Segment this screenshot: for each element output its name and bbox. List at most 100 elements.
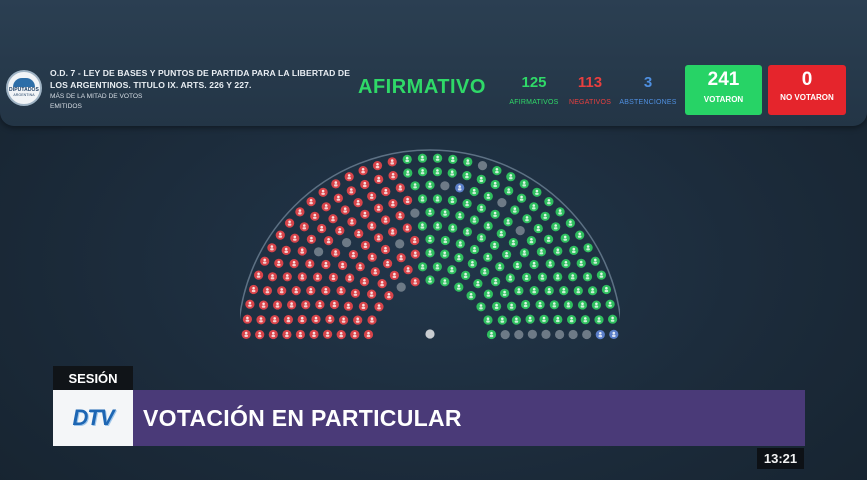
- seat-affirmative: [483, 252, 493, 262]
- seat-affirmative: [555, 207, 565, 217]
- seat-negative: [388, 227, 398, 237]
- seat-negative: [260, 256, 270, 266]
- seat-negative: [325, 314, 335, 324]
- broadcast-clock: 13:21: [757, 448, 804, 469]
- seat-affirmative: [506, 172, 516, 182]
- seat-affirmative: [591, 300, 601, 310]
- seat-affirmative: [469, 186, 479, 197]
- seat-absent: [514, 330, 524, 340]
- seat-negative: [383, 259, 393, 269]
- seat-negative: [328, 214, 338, 224]
- seat-affirmative: [496, 229, 506, 239]
- seat-affirmative: [544, 234, 554, 244]
- negative-value: 113: [577, 74, 603, 91]
- seat-affirmative: [590, 256, 600, 266]
- seat-affirmative: [425, 180, 435, 190]
- seat-negative: [315, 300, 325, 310]
- bill-title: O.D. 7 - LEY DE BASES Y PUNTOS DE PARTID…: [50, 68, 351, 90]
- seat-affirmative: [503, 217, 513, 227]
- seat-affirmative: [544, 286, 554, 296]
- seat-affirmative: [514, 286, 524, 296]
- seat-affirmative: [483, 191, 493, 201]
- seat-negative: [339, 315, 349, 325]
- seat-negative: [285, 218, 295, 228]
- seat-absent: [396, 282, 406, 292]
- abstention-count: 3 ABSTENCIONES: [613, 74, 683, 106]
- seat-affirmative: [529, 259, 539, 270]
- lower-third-headline: VOTACIÓN EN PARTICULAR: [143, 405, 462, 431]
- seat-affirmative: [561, 259, 571, 269]
- seat-absent: [497, 198, 507, 208]
- seat-affirmative: [432, 194, 443, 204]
- seat-affirmative: [565, 218, 575, 228]
- seat-affirmative: [447, 195, 457, 205]
- seat-affirmative: [454, 253, 464, 263]
- seat-affirmative: [483, 289, 493, 299]
- seat-affirmative: [462, 171, 472, 181]
- negative-count: 113 NEGATIVOS: [555, 74, 625, 106]
- seat-affirmative: [504, 186, 514, 196]
- seat-absent: [582, 329, 592, 340]
- seat-affirmative: [522, 214, 532, 224]
- seat-affirmative: [553, 314, 563, 325]
- seat-absent: [555, 329, 565, 340]
- seat-affirmative: [521, 299, 531, 310]
- seat-affirmative: [605, 299, 615, 309]
- lower-third-bar: DTV VOTACIÓN EN PARTICULAR: [53, 390, 805, 446]
- seat-affirmative: [490, 179, 500, 190]
- seat-negative: [358, 301, 368, 311]
- seat-negative: [313, 272, 323, 282]
- seat-affirmative: [553, 246, 563, 256]
- chamber-hemicycle: [240, 149, 620, 340]
- seat-affirmative: [500, 288, 510, 298]
- seat-president: [425, 329, 435, 339]
- seat-affirmative: [467, 259, 477, 269]
- seat-negative: [374, 233, 384, 243]
- hemicycle-outline: [240, 149, 620, 321]
- seat-negative: [367, 221, 377, 231]
- seat-affirmative: [480, 267, 490, 277]
- seat-negative: [347, 217, 357, 227]
- seat-affirmative: [551, 222, 561, 232]
- seat-negative: [388, 199, 398, 209]
- seat-affirmative: [525, 314, 535, 324]
- seat-negative: [291, 286, 301, 296]
- seat-affirmative: [417, 221, 427, 231]
- voted-label: VOTARON: [703, 95, 744, 104]
- seat-negative: [403, 195, 413, 205]
- seat-affirmative: [537, 272, 547, 282]
- seat-negative: [410, 235, 420, 246]
- seat-negative: [358, 166, 368, 176]
- seat-negative: [329, 299, 339, 310]
- seat-absent: [440, 181, 450, 191]
- abstention-value: 3: [643, 74, 653, 91]
- seat-affirmative: [563, 300, 573, 310]
- seat-negative: [340, 205, 350, 215]
- seat-negative: [377, 279, 387, 289]
- seat-affirmative: [510, 205, 520, 215]
- seat-negative: [367, 289, 377, 299]
- seat-negative: [256, 315, 266, 325]
- logo-text: DIPUTADOS: [9, 87, 39, 93]
- seat-affirmative: [549, 300, 559, 310]
- seat-affirmative: [462, 199, 472, 209]
- seat-negative: [374, 203, 384, 213]
- seat-affirmative: [497, 315, 507, 325]
- seat-affirmative: [491, 277, 501, 287]
- seat-affirmative: [544, 197, 554, 207]
- seat-affirmative: [469, 215, 479, 225]
- seat-negative: [403, 265, 413, 275]
- seat-negative: [254, 270, 264, 280]
- seat-negative: [321, 202, 331, 212]
- seat-negative: [262, 286, 272, 296]
- seat-negative: [270, 315, 280, 325]
- seat-negative: [333, 193, 343, 203]
- seat-negative: [389, 270, 399, 280]
- seat-affirmative: [440, 235, 450, 246]
- seat-affirmative: [425, 234, 435, 244]
- seat-negative: [249, 284, 259, 295]
- seat-affirmative: [476, 233, 486, 243]
- seat-absent: [541, 329, 551, 339]
- seat-absent: [314, 247, 324, 257]
- seat-affirmative: [583, 243, 593, 253]
